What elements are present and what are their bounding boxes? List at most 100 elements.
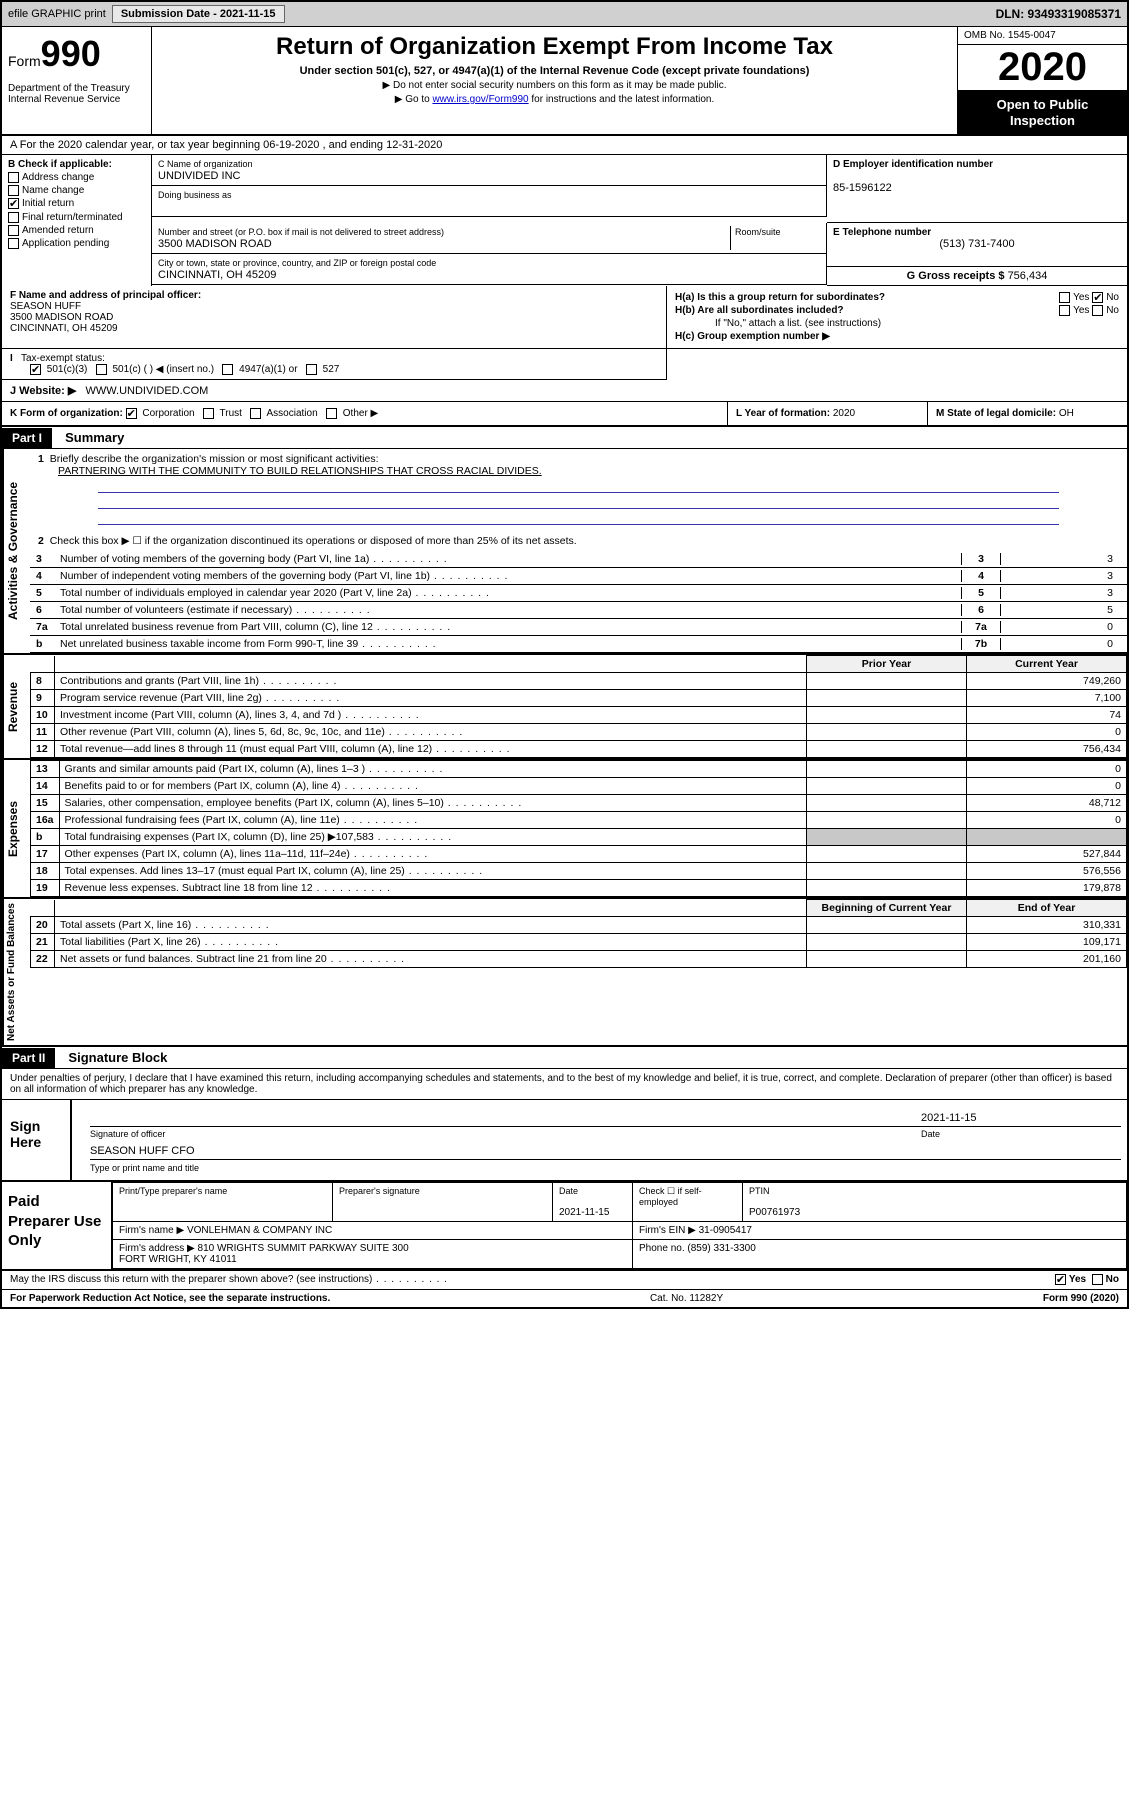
expenses-content: 13Grants and similar amounts paid (Part … <box>30 760 1127 897</box>
table-row: 9Program service revenue (Part VIII, lin… <box>31 690 1127 707</box>
part1-title: Summary <box>55 427 134 448</box>
cat-no: Cat. No. 11282Y <box>650 1293 723 1304</box>
firm-ein-label: Firm's EIN ▶ <box>639 1225 696 1236</box>
k-opt-0[interactable] <box>126 408 137 419</box>
ha-label: H(a) Is this a group return for subordin… <box>675 292 885 303</box>
table-row: 11Other revenue (Part VIII, column (A), … <box>31 724 1127 741</box>
k-label: K Form of organization: <box>10 408 123 419</box>
perjury-text: Under penalties of perjury, I declare th… <box>2 1069 1127 1100</box>
discuss-yes-checkbox[interactable] <box>1055 1274 1066 1285</box>
expenses-table: 13Grants and similar amounts paid (Part … <box>30 760 1127 897</box>
gross-label: G Gross receipts $ <box>907 270 1005 282</box>
ein-value: 85-1596122 <box>833 182 892 194</box>
form-subtitle: Under section 501(c), 527, or 4947(a)(1)… <box>158 65 951 77</box>
street-value: 3500 MADISON ROAD <box>158 238 272 250</box>
submission-date-button[interactable]: Submission Date - 2021-11-15 <box>112 5 285 23</box>
underline-3 <box>98 511 1059 525</box>
name-line: SEASON HUFF CFO <box>90 1145 1121 1160</box>
paid-preparer-label: Paid Preparer Use Only <box>2 1182 112 1269</box>
klm-row: K Form of organization: Corporation Trus… <box>2 402 1127 427</box>
b-item-1[interactable]: Name change <box>8 185 145 196</box>
table-row: 21Total liabilities (Part X, line 26)109… <box>31 934 1127 951</box>
sign-date: 2021-11-15 <box>921 1112 1121 1124</box>
underline-2 <box>98 495 1059 509</box>
paid-grid: Print/Type preparer's name Preparer's si… <box>112 1182 1127 1269</box>
i-opt-2[interactable] <box>222 364 233 375</box>
m-column: M State of legal domicile: OH <box>927 402 1127 425</box>
end-year-header: End of Year <box>967 900 1127 917</box>
i-opt-1[interactable] <box>96 364 107 375</box>
l-column: L Year of formation: 2020 <box>727 402 927 425</box>
header-mid: Return of Organization Exempt From Incom… <box>152 27 957 134</box>
city-label: City or town, state or province, country… <box>158 258 436 268</box>
summary-row-4: 4Number of independent voting members of… <box>30 568 1127 585</box>
discuss-no-checkbox[interactable] <box>1092 1274 1103 1285</box>
i-opt-3[interactable] <box>306 364 317 375</box>
street-label: Number and street (or P.O. box if mail i… <box>158 227 444 237</box>
i-row: I Tax-exempt status: 501(c)(3) 501(c) ( … <box>2 349 1127 380</box>
k-opt-2[interactable] <box>250 408 261 419</box>
k-opt-1[interactable] <box>203 408 214 419</box>
prep-date-label: Date <box>559 1186 626 1196</box>
governance-content: 1 Briefly describe the organization's mi… <box>30 449 1127 653</box>
h-column: H(a) Is this a group return for subordin… <box>667 286 1127 348</box>
phone-cell: E Telephone number (513) 731-7400 <box>827 223 1127 267</box>
date-label: Date <box>921 1129 1121 1139</box>
form-label-footer: Form 990 (2020) <box>1043 1293 1119 1304</box>
firm-addr-label: Firm's address ▶ <box>119 1243 195 1254</box>
tax-year: 2020 <box>958 45 1127 91</box>
ha-no: No <box>1106 292 1119 303</box>
irs-link[interactable]: www.irs.gov/Form990 <box>432 94 528 105</box>
table-row: 15Salaries, other compensation, employee… <box>31 795 1127 812</box>
summary-row-b: bNet unrelated business taxable income f… <box>30 636 1127 653</box>
form-title: Return of Organization Exempt From Incom… <box>158 33 951 61</box>
efile-label: efile GRAPHIC print <box>8 8 106 20</box>
netassets-section: Net Assets or Fund Balances Beginning of… <box>2 899 1127 1047</box>
j-row: J Website: ▶ WWW.UNDIVIDED.COM <box>2 380 1127 402</box>
b-item-3[interactable]: Final return/terminated <box>8 212 145 223</box>
table-row: 16aProfessional fundraising fees (Part I… <box>31 812 1127 829</box>
ha-yes-checkbox[interactable] <box>1059 292 1070 303</box>
ha-no-checkbox[interactable] <box>1092 292 1103 303</box>
city-cell: City or town, state or province, country… <box>152 254 827 285</box>
table-row: 18Total expenses. Add lines 13–17 (must … <box>31 863 1127 880</box>
discuss-answer: Yes No <box>1055 1274 1119 1285</box>
firm-phone-label: Phone no. <box>639 1243 685 1254</box>
name-label: Type or print name and title <box>90 1163 199 1173</box>
q2-text: Check this box ▶ ☐ if the organization d… <box>50 535 577 547</box>
k-opt-3[interactable] <box>326 408 337 419</box>
discuss-yes: Yes <box>1069 1275 1086 1286</box>
ha-yes: Yes <box>1073 292 1089 303</box>
b-item-5[interactable]: Application pending <box>8 238 145 249</box>
h-spacer <box>667 349 1127 380</box>
city-value: CINCINNATI, OH 45209 <box>158 269 276 281</box>
paid-preparer-section: Paid Preparer Use Only Print/Type prepar… <box>2 1182 1127 1271</box>
ein-label: D Employer identification number <box>833 159 993 170</box>
current-year-header: Current Year <box>967 656 1127 673</box>
note-post: for instructions and the latest informat… <box>529 94 715 105</box>
note-pre: ▶ Go to <box>395 94 433 105</box>
summary-row-3: 3Number of voting members of the governi… <box>30 551 1127 568</box>
dba-cell: Doing business as <box>152 186 827 217</box>
topbar: efile GRAPHIC print Submission Date - 20… <box>2 2 1127 27</box>
discuss-text: May the IRS discuss this return with the… <box>10 1274 448 1285</box>
hb-yes-checkbox[interactable] <box>1059 305 1070 316</box>
underline-1 <box>98 479 1059 493</box>
revenue-section: Revenue Prior YearCurrent Year 8Contribu… <box>2 655 1127 760</box>
q1-num: 1 <box>38 453 44 465</box>
part1-bar: Part I Summary <box>2 427 1127 449</box>
b-item-2[interactable]: Initial return <box>8 198 145 209</box>
l-label: L Year of formation: <box>736 408 830 419</box>
b-item-0[interactable]: Address change <box>8 172 145 183</box>
hc-label: H(c) Group exemption number ▶ <box>675 331 830 342</box>
b-item-4[interactable]: Amended return <box>8 225 145 236</box>
f-column: F Name and address of principal officer:… <box>2 286 667 348</box>
sign-section: Sign Here 2021-11-15 Signature of office… <box>2 1100 1127 1182</box>
hb-no-checkbox[interactable] <box>1092 305 1103 316</box>
sign-here-label: Sign Here <box>2 1100 72 1180</box>
firm-name-label: Firm's name ▶ <box>119 1225 184 1236</box>
discuss-row: May the IRS discuss this return with the… <box>2 1271 1127 1289</box>
i-opt-0[interactable] <box>30 364 41 375</box>
k-column: K Form of organization: Corporation Trus… <box>2 402 727 425</box>
print-name-label: Print/Type preparer's name <box>119 1186 326 1196</box>
